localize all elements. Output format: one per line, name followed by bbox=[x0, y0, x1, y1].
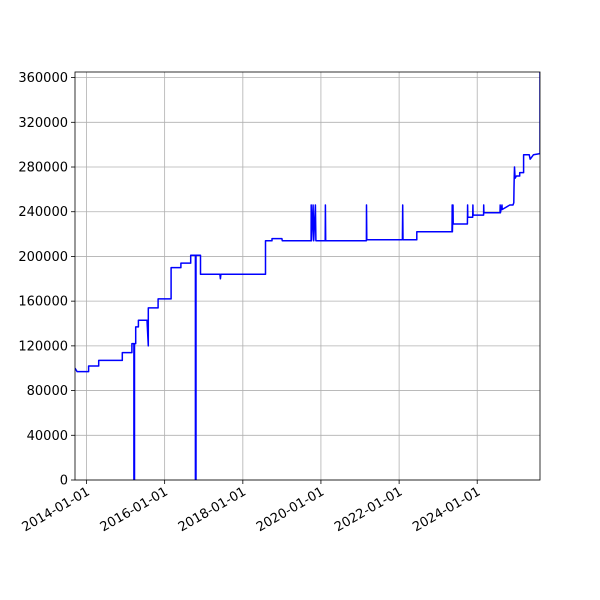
y-tick-label: 280000 bbox=[18, 161, 68, 176]
x-tick-label: 2020-01-01 bbox=[254, 484, 327, 535]
y-tick-label: 240000 bbox=[18, 205, 68, 220]
series-layer bbox=[75, 72, 540, 480]
grid bbox=[75, 72, 540, 481]
x-axis-ticks: 2014-01-01 2016-01-01 2018-01-01 2020-01-01… bbox=[20, 480, 483, 535]
x-tick-label: 2014-01-01 bbox=[20, 484, 93, 535]
axes bbox=[74, 71, 541, 481]
x-tick-label: 2016-01-01 bbox=[98, 484, 171, 535]
series-line-1 bbox=[75, 72, 540, 480]
x-tick-label: 2018-01-01 bbox=[176, 484, 249, 535]
y-tick-label: 80000 bbox=[27, 384, 68, 399]
y-axis-ticks: 0 40000 80000 120000 160000 200000 240000 28000… bbox=[18, 71, 75, 489]
y-tick-label: 120000 bbox=[18, 339, 68, 354]
y-tick-label: 0 bbox=[60, 474, 68, 489]
y-tick-label: 200000 bbox=[18, 250, 68, 265]
x-tick-label: 2022-01-01 bbox=[332, 484, 405, 535]
x-tick-label: 2024-01-01 bbox=[410, 484, 483, 535]
y-tick-label: 40000 bbox=[27, 429, 68, 444]
plot-frame bbox=[74, 71, 541, 481]
y-tick-label: 360000 bbox=[18, 71, 68, 86]
y-tick-label: 160000 bbox=[18, 295, 68, 310]
y-tick-label: 320000 bbox=[18, 116, 68, 131]
